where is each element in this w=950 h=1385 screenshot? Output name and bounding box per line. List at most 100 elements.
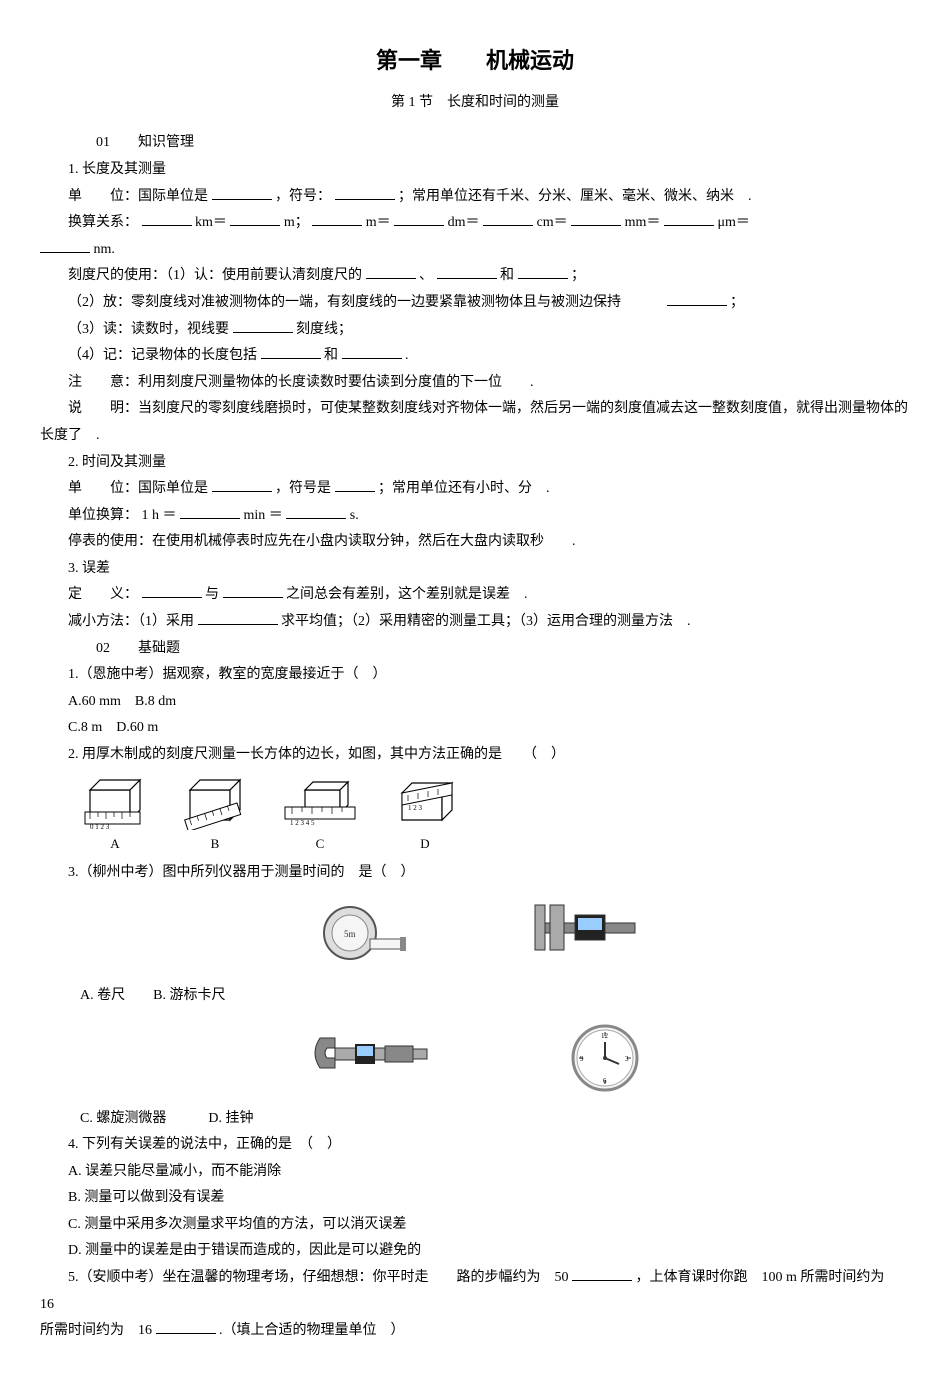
q3-opts-cd: C. 螺旋测微器 D. 挂钟 [80,1106,910,1133]
vernier-caliper-icon [530,895,650,965]
tape-measure-icon: 5m [300,895,410,975]
p-ruler-1: 刻度尺的使用：（1）认：使用前要认清刻度尺的 、 和 ； [40,263,910,290]
text: ，符号： [275,189,331,204]
fig-a-caption: A [80,832,150,857]
blank[interactable] [335,185,395,200]
blank[interactable] [223,583,283,598]
blank[interactable] [571,211,621,226]
svg-text:1 2 3: 1 2 3 [408,804,423,812]
heading-2: 2. 时间及其测量 [40,450,910,477]
section-01: 01 知识管理 [40,130,910,157]
cube-c-icon: 1 2 3 4 5 [280,775,360,830]
q4-c: C. 测量中采用多次测量求平均值的方法，可以消灭误差 [40,1212,910,1239]
blank[interactable] [180,504,240,519]
q4-d: D. 测量中的误差是由于错误而造成的，因此是可以避免的 [40,1238,910,1265]
blank[interactable] [156,1319,216,1334]
p-time-unit: 单 位：国际单位是 ，符号是 ；常用单位还有小时、分 . [40,476,910,503]
text: 和 [500,268,514,283]
q4: 4. 下列有关误差的说法中，正确的是 （ ） [40,1132,910,1159]
page-subtitle: 第 1 节 长度和时间的测量 [40,90,910,117]
blank[interactable] [230,211,280,226]
text: 单位换算： 1 h ＝ [68,508,177,523]
blank[interactable] [437,264,497,279]
fig-b-caption: B [180,832,250,857]
fig-d: 1 2 3 D [390,775,460,857]
text: . [405,348,409,363]
blank[interactable] [233,318,293,333]
q3-opts-ab: A. 卷尺 B. 游标卡尺 [80,983,910,1010]
text: 与 [205,587,219,602]
text: 减小方法：（1）采用 [68,614,194,629]
q4-b: B. 测量可以做到没有误差 [40,1185,910,1212]
text: nm. [94,242,115,257]
text: （4）记：记录物体的长度包括 [68,348,257,363]
fig-c: 1 2 3 4 5 C [280,775,360,857]
text: ；常用单位还有小时、分 . [378,481,550,496]
text: cm＝ [537,215,568,230]
q2: 2. 用厚木制成的刻度尺测量一长方体的边长，如图，其中方法正确的是 （ ） [40,742,910,769]
q5-cont: 所需时间约为 16 .（填上合适的物理量单位 ） [40,1318,910,1345]
q4-a: A. 误差只能尽量减小，而不能消除 [40,1159,910,1186]
blank[interactable] [40,238,90,253]
text: 定 义： [68,587,138,602]
blank[interactable] [518,264,568,279]
fig-a: 0 1 2 3 A [80,775,150,857]
text: .（填上合适的物理量单位 ） [219,1323,405,1338]
text: μm＝ [717,215,749,230]
p-ruler-3: （3）读：读数时，视线要 刻度线； [40,317,910,344]
text: s. [350,508,359,523]
p-ruler-4: （4）记：记录物体的长度包括 和 . [40,343,910,370]
text: m＝ [366,215,391,230]
micrometer-icon [305,1018,445,1088]
blank[interactable] [335,477,375,492]
blank[interactable] [198,610,278,625]
p-conversion-2: nm. [40,237,910,264]
blank[interactable] [286,504,346,519]
text: （2）放：零刻度线对准被测物体的一端，有刻度线的一边要紧靠被测物体且与被测边保持 [68,295,621,310]
clock-icon: 12 3 6 9 [565,1018,645,1098]
text: mm＝ [625,215,661,230]
p-note: 注 意：利用刻度尺测量物体的长度读数时要估读到分度值的下一位 . [40,370,910,397]
p-error-def: 定 义： 与 之间总会有差别，这个差别就是误差 . [40,582,910,609]
q3-figures-1: 5m [40,895,910,975]
svg-text:1 2 3 4 5: 1 2 3 4 5 [290,819,315,827]
p-error-reduce: 减小方法：（1）采用 求平均值；（2）采用精密的测量工具；（3）运用合理的测量方… [40,609,910,636]
text: 和 [324,348,338,363]
p-explain: 说 明：当刻度尺的零刻度线磨损时，可使某整数刻度线对齐物体一端，然后另一端的刻度… [40,396,910,449]
blank[interactable] [366,264,416,279]
blank[interactable] [664,211,714,226]
blank[interactable] [394,211,444,226]
svg-text:6: 6 [603,1077,607,1085]
svg-text:9: 9 [580,1055,584,1063]
p-time-conv: 单位换算： 1 h ＝ min ＝ s. [40,503,910,530]
blank[interactable] [212,185,272,200]
blank[interactable] [572,1266,632,1281]
blank[interactable] [312,211,362,226]
text: 刻度尺的使用：（1）认：使用前要认清刻度尺的 [68,268,362,283]
blank[interactable] [212,477,272,492]
q3: 3.（柳州中考）图中所列仪器用于测量时间的 是（ ） [40,860,910,887]
p-ruler-2: （2）放：零刻度线对准被测物体的一端，有刻度线的一边要紧靠被测物体且与被测边保持… [40,290,910,317]
text: min ＝ [244,508,283,523]
p-conversion: 换算关系： km＝ m； m＝ dm＝ cm＝ mm＝ μm＝ [40,210,910,237]
q1-opts-2: C.8 m D.60 m [40,715,910,742]
svg-text:3: 3 [625,1055,629,1063]
fig-b: B [180,775,250,857]
svg-text:0 1 2 3: 0 1 2 3 [90,823,110,830]
text: 求平均值；（2）采用精密的测量工具；（3）运用合理的测量方法 . [281,614,691,629]
blank[interactable] [667,291,727,306]
blank[interactable] [342,344,402,359]
p-stopwatch: 停表的使用：在使用机械停表时应先在小盘内读取分钟，然后在大盘内读取秒 . [40,529,910,556]
fig-c-caption: C [280,832,360,857]
blank[interactable] [483,211,533,226]
text: ，符号是 [275,481,331,496]
text: （3）读：读数时，视线要 [68,322,229,337]
text: 所需时间约为 16 [40,1323,152,1338]
cube-d-icon: 1 2 3 [390,775,460,830]
section-02: 02 基础题 [40,636,910,663]
blank[interactable] [261,344,321,359]
blank[interactable] [142,583,202,598]
text: 、 [419,268,433,283]
cube-a-icon: 0 1 2 3 [80,775,150,830]
blank[interactable] [142,211,192,226]
